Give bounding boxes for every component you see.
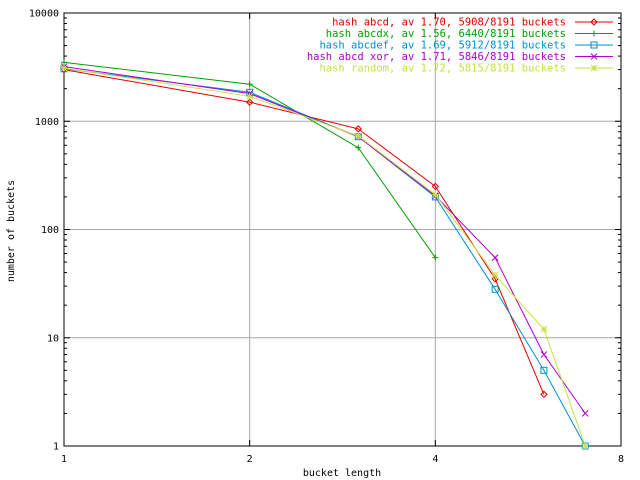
legend-label: hash abcd, av 1.70, 5908/8191 buckets: [332, 17, 566, 29]
x-tick-label: 1: [61, 454, 67, 465]
legend: hash abcd, av 1.70, 5908/8191 bucketshas…: [307, 17, 613, 75]
data-point: [540, 351, 548, 358]
legend-marker: [590, 64, 598, 72]
data-point: [431, 182, 440, 191]
legend-label: hash abcd xor, av 1.71, 5846/8191 bucket…: [307, 51, 566, 63]
y-tick-label: 100: [41, 225, 59, 236]
data-point: [491, 285, 499, 293]
legend-label: hash random, av 1.72, 5815/8191 buckets: [319, 63, 566, 75]
series-layer: [60, 59, 589, 450]
x-tick-label: 2: [247, 454, 253, 465]
data-point: [246, 92, 254, 100]
data-point: [60, 64, 68, 72]
data-point: [491, 254, 499, 261]
y-tick-label: 10: [47, 333, 59, 344]
legend-entry: hash random, av 1.72, 5815/8191 buckets: [319, 63, 613, 75]
data-point: [355, 144, 362, 151]
data-point: [540, 366, 548, 374]
legend-entry: hash abcd xor, av 1.71, 5846/8191 bucket…: [307, 51, 613, 63]
legend-entry: hash abcdef, av 1.69, 5912/8191 buckets: [319, 40, 613, 52]
y-tick-label: 1000: [35, 117, 59, 128]
series-5: [60, 64, 589, 450]
legend-marker: [590, 41, 598, 49]
data-point: [245, 98, 254, 106]
legend-marker: [591, 30, 597, 37]
data-point: [431, 191, 439, 198]
axes: 1 10 100 1000 10000 1 2 4 8: [29, 9, 624, 466]
legend-marker: [590, 53, 598, 60]
data-point: [432, 254, 439, 261]
legend-label: hash abcdef, av 1.69, 5912/8191 buckets: [319, 40, 566, 52]
legend-entry: hash abcdx, av 1.56, 6440/8191 buckets: [326, 28, 613, 40]
data-point: [246, 81, 253, 88]
data-point: [581, 410, 589, 417]
legend-label: hash abcdx, av 1.56, 6440/8191 buckets: [326, 28, 566, 40]
x-tick-label: 8: [618, 454, 624, 465]
data-point: [61, 59, 67, 66]
y-tick-label: 10000: [29, 9, 59, 20]
y-tick-label: 1: [53, 442, 59, 453]
series-line: [63, 69, 545, 395]
data-point: [491, 271, 499, 279]
x-axis-label: bucket length: [303, 468, 381, 479]
legend-entry: hash abcd, av 1.70, 5908/8191 buckets: [332, 17, 613, 29]
x-tick-label: 4: [432, 454, 438, 465]
data-point: [354, 125, 362, 133]
data-point: [540, 390, 548, 399]
data-point: [540, 325, 548, 333]
y-axis-label: number of buckets: [6, 180, 17, 282]
data-point: [354, 132, 362, 140]
legend-marker: [590, 18, 598, 26]
data-point: [581, 442, 589, 450]
